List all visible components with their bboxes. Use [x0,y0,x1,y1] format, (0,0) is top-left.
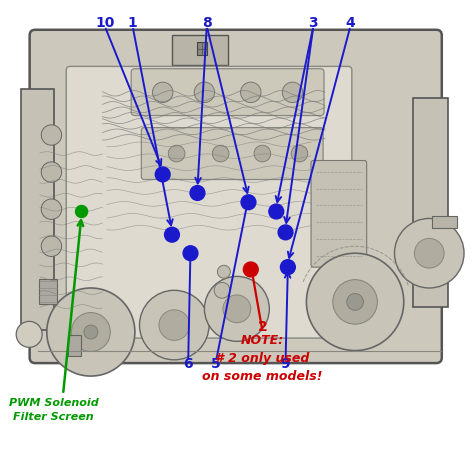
FancyBboxPatch shape [141,128,323,180]
FancyBboxPatch shape [131,69,324,116]
Circle shape [204,276,269,341]
Circle shape [41,199,62,219]
Text: NOTE:
# 2 only used
on some models!: NOTE: # 2 only used on some models! [202,334,323,383]
Circle shape [183,246,198,261]
Circle shape [241,195,256,210]
Text: 2: 2 [257,320,267,334]
Text: 5: 5 [211,357,221,372]
Circle shape [190,185,205,201]
Circle shape [47,288,135,376]
Text: 1: 1 [128,16,137,30]
Circle shape [194,82,215,102]
Text: 10: 10 [95,16,114,30]
FancyBboxPatch shape [66,66,352,338]
Circle shape [241,82,261,102]
Bar [39,279,56,304]
Circle shape [291,145,308,162]
Circle shape [333,280,377,324]
Text: 9: 9 [281,357,291,372]
Circle shape [159,310,190,340]
Circle shape [281,260,295,274]
Bar [21,89,54,330]
Circle shape [278,225,293,240]
Circle shape [394,219,464,288]
Text: 3: 3 [309,16,318,30]
Circle shape [212,145,229,162]
Bar [432,216,457,228]
Text: 4: 4 [346,16,356,30]
Circle shape [84,325,98,339]
Circle shape [72,312,110,352]
FancyBboxPatch shape [311,161,367,267]
Text: 6: 6 [183,357,193,372]
Circle shape [269,204,284,219]
Circle shape [153,82,173,102]
Text: PWM Solenoid
Filter Screen: PWM Solenoid Filter Screen [9,399,99,422]
Circle shape [214,283,230,298]
Circle shape [254,145,271,162]
Circle shape [223,295,251,323]
Circle shape [414,238,444,268]
Circle shape [306,253,404,351]
Circle shape [75,205,88,218]
Circle shape [164,227,179,242]
Bar [413,98,448,307]
Bar [68,335,81,356]
Circle shape [347,293,364,310]
Circle shape [168,145,185,162]
Circle shape [41,125,62,145]
Circle shape [16,321,42,347]
Text: 8: 8 [202,16,211,30]
Circle shape [155,167,170,182]
FancyBboxPatch shape [30,30,442,363]
Bar [172,36,228,65]
Circle shape [283,82,303,102]
Circle shape [41,162,62,182]
Circle shape [139,290,209,360]
Circle shape [218,265,230,278]
Circle shape [41,236,62,256]
Bar [197,42,207,55]
Circle shape [243,262,258,277]
